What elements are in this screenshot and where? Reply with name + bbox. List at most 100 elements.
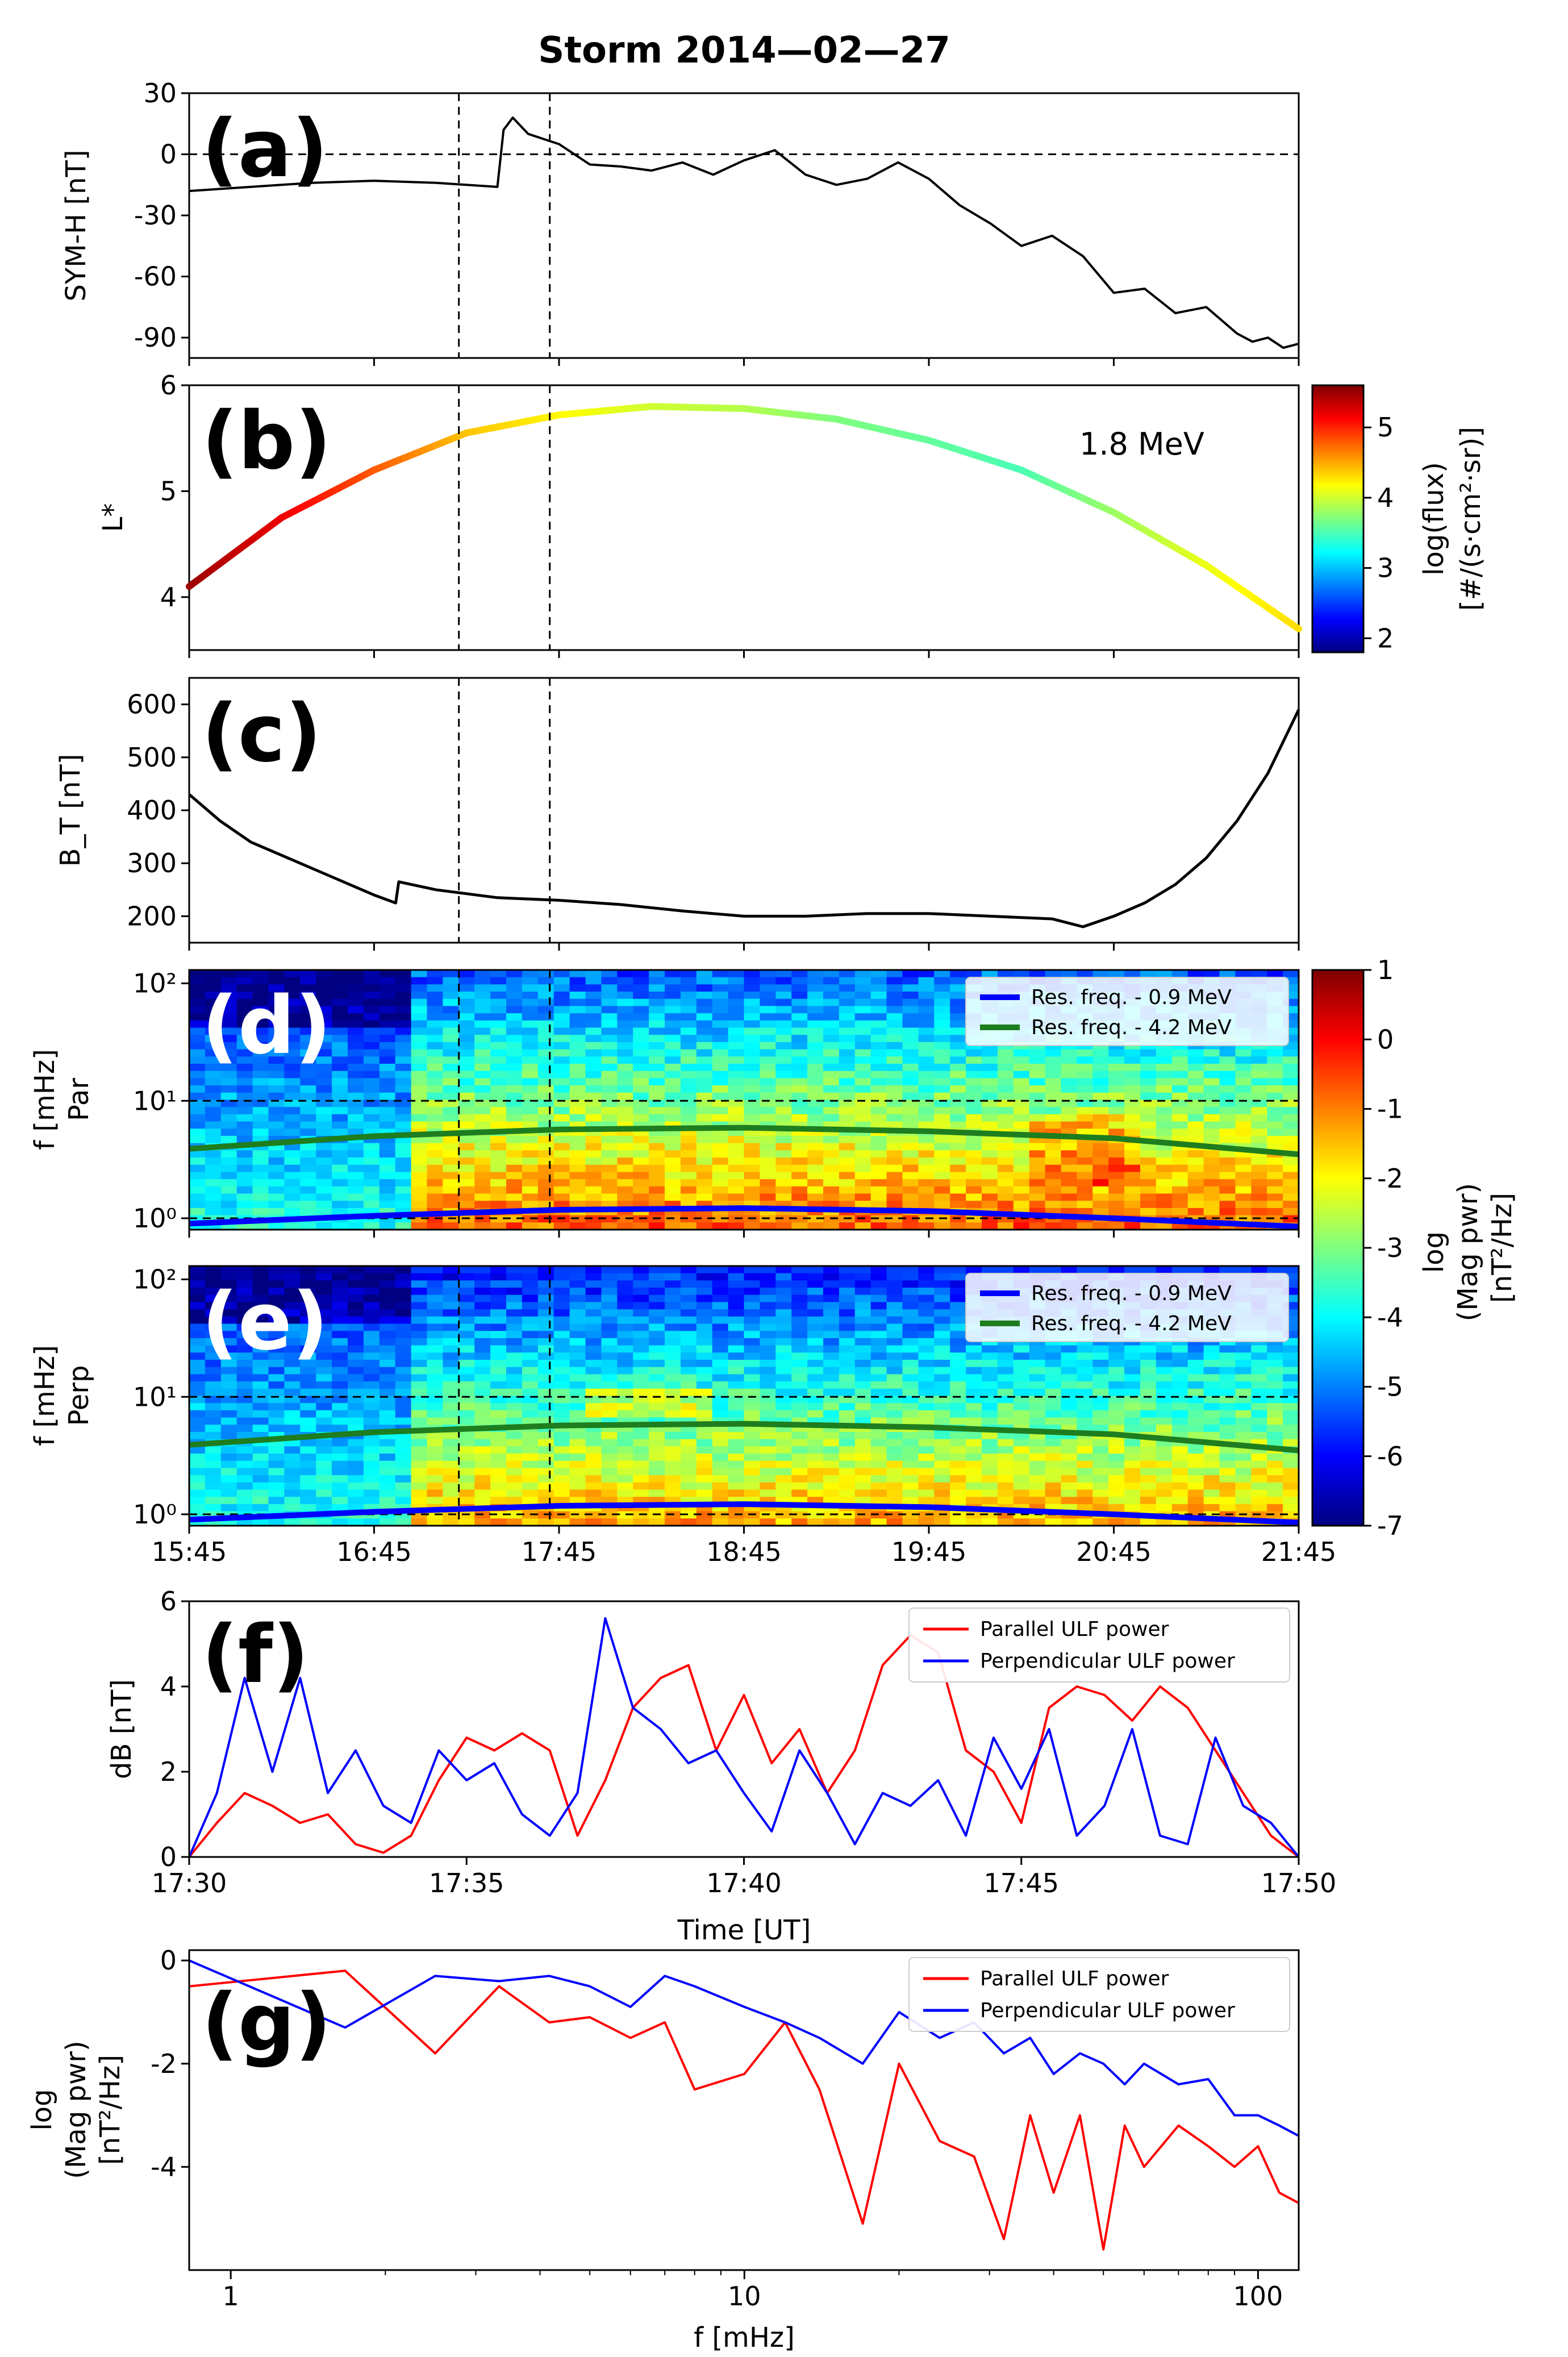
spectrogram-cell	[807, 1064, 824, 1072]
spectrogram-cell	[807, 1027, 824, 1035]
spectrogram-cell	[839, 1071, 856, 1079]
spectrogram-cell	[252, 1042, 269, 1050]
spectrogram-cell	[490, 1186, 507, 1194]
spectrogram-cell	[411, 1323, 428, 1331]
spectrogram-cell	[537, 1518, 554, 1526]
spectrogram-cell	[617, 1114, 633, 1122]
spectrogram-cell	[760, 1374, 776, 1382]
spectrogram-cell	[411, 1266, 428, 1274]
spectrogram-cell	[300, 1352, 316, 1360]
spectrogram-cell	[886, 1431, 903, 1440]
spectrogram-cell	[348, 1172, 364, 1180]
spectrogram-cell	[189, 1360, 206, 1368]
spectrogram-cell	[205, 1064, 222, 1072]
spectrogram-cell	[205, 1100, 222, 1107]
spectrogram-cell	[633, 1186, 649, 1194]
spectrogram-cell	[950, 1135, 966, 1144]
spectrogram-cell	[744, 1431, 760, 1440]
spectrogram-cell	[395, 1338, 412, 1346]
spectrogram-cell	[522, 1352, 539, 1360]
spectrogram-cell	[775, 1179, 792, 1187]
spectrogram-cell	[1235, 1157, 1252, 1165]
spectrogram-cell	[744, 1179, 760, 1187]
spectrogram-cell	[205, 977, 222, 985]
spectrogram-cell	[665, 1338, 681, 1346]
spectrogram-cell	[791, 1439, 808, 1447]
spectrogram-cell	[474, 1049, 491, 1057]
spectrogram-cell	[997, 1511, 1014, 1519]
spectrogram-cell	[886, 1013, 903, 1021]
spectrogram-cell	[553, 1403, 570, 1411]
spectrogram-cell	[252, 1100, 269, 1107]
spectrogram-cell	[1140, 1207, 1157, 1216]
spectrogram-cell	[839, 1446, 856, 1454]
spectrogram-cell	[775, 1215, 792, 1223]
spectrogram-cell	[617, 984, 633, 992]
spectrogram-cell	[316, 1439, 332, 1447]
spectrogram-cell	[854, 1092, 871, 1101]
spectrogram-cell	[522, 1454, 539, 1461]
spectrogram-cell	[982, 1222, 998, 1230]
spectrogram-cell	[1061, 1468, 1077, 1476]
spectrogram-cell	[395, 1071, 412, 1079]
spectrogram-cell	[918, 1056, 935, 1064]
spectrogram-cell	[585, 1201, 602, 1209]
spectrogram-cell	[1251, 1114, 1267, 1122]
spectrogram-cell	[870, 1360, 887, 1368]
spectrogram-cell	[633, 1114, 649, 1122]
spectrogram-cell	[474, 1403, 491, 1411]
spectrogram-cell	[997, 1179, 1014, 1187]
spectrogram-cell	[522, 1107, 539, 1115]
spectrogram-cell	[411, 992, 428, 1000]
spectrogram-cell	[870, 1135, 887, 1144]
spectrogram-cell	[760, 1078, 776, 1086]
spectrogram-cell	[506, 1468, 523, 1476]
spectrogram-cell	[760, 1143, 776, 1151]
spectrogram-cell	[411, 1078, 428, 1086]
spectrogram-cell	[490, 1085, 507, 1093]
spectrogram-cell	[696, 1439, 713, 1447]
spectrogram-cell	[680, 1056, 697, 1064]
spectrogram-cell	[569, 1294, 586, 1303]
spectrogram-cell	[236, 1172, 253, 1180]
spectrogram-cell	[839, 1360, 856, 1368]
spectrogram-cell	[537, 1475, 554, 1483]
spectrogram-cell	[1267, 1143, 1283, 1151]
spectrogram-cell	[950, 1345, 966, 1353]
spectrogram-cell	[744, 1186, 760, 1194]
spectrogram-cell	[585, 1518, 602, 1526]
spectrogram-cell	[982, 1179, 998, 1187]
spectrogram-cell	[252, 984, 269, 992]
spectrogram-cell	[617, 1288, 633, 1296]
spectrogram-cell	[839, 1092, 856, 1101]
spectrogram-cell	[696, 1396, 713, 1404]
spectrogram-cell	[411, 1454, 428, 1461]
spectrogram-cell	[553, 1078, 570, 1086]
spectrogram-cell	[474, 1266, 491, 1274]
spectrogram-cell	[363, 1338, 380, 1346]
spectrogram-cell	[680, 1374, 697, 1382]
spectrogram-cell	[966, 1417, 982, 1425]
spectrogram-cell	[1283, 1107, 1299, 1115]
spectrogram-cell	[348, 1035, 364, 1043]
spectrogram-cell	[649, 1020, 665, 1028]
spectrogram-cell	[205, 1294, 222, 1303]
panel-d-ylabel-1: f [mHz]	[29, 1049, 61, 1150]
spectrogram-cell	[649, 1193, 665, 1201]
spectrogram-cell	[950, 1431, 966, 1440]
spectrogram-cell	[458, 1006, 475, 1014]
spectrogram-cell	[775, 1078, 792, 1086]
spectrogram-cell	[490, 1482, 507, 1490]
spectrogram-cell	[1156, 1179, 1173, 1187]
spectrogram-cell	[807, 984, 824, 992]
spectrogram-cell	[490, 1201, 507, 1209]
spectrogram-cell	[379, 1266, 396, 1274]
spectrogram-cell	[569, 1085, 586, 1093]
spectrogram-cell	[712, 1085, 729, 1093]
spectrogram-cell	[220, 1360, 237, 1368]
spectrogram-cell	[601, 1143, 618, 1151]
spectrogram-cell	[506, 1266, 523, 1274]
spectrogram-cell	[601, 1078, 618, 1086]
spectrogram-cell	[522, 1164, 539, 1173]
spectrogram-cell	[348, 1497, 364, 1505]
